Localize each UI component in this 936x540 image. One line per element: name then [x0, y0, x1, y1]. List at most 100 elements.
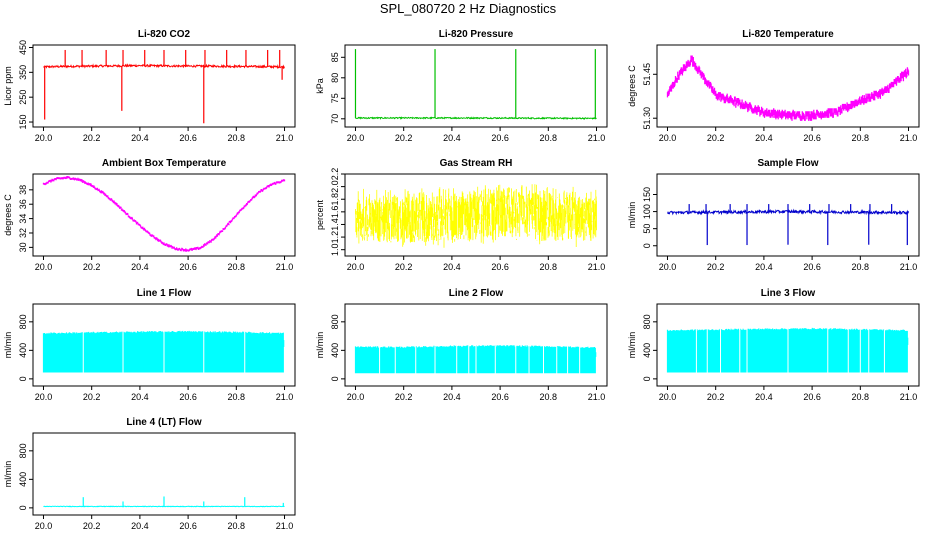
- x-tick-label: 20.8: [540, 392, 558, 402]
- x-tick-label: 20.2: [395, 392, 413, 402]
- panel-7: Line 1 Flow 20.0 20.2 20.4 20.6 20.8 21.0 0 400 8…: [3, 288, 296, 402]
- y-tick-label: 400: [18, 343, 28, 358]
- series-band: [666, 327, 908, 373]
- x-tick-label: 20.8: [228, 521, 246, 531]
- x-tick-label: 20.8: [852, 262, 870, 272]
- x-tick-label: 20.6: [491, 133, 509, 143]
- plot-area: [42, 176, 286, 252]
- y-tick-label: 1.2: [330, 231, 340, 244]
- x-tick-label: 20.8: [852, 133, 870, 143]
- x-tick-label: 20.0: [347, 392, 365, 402]
- x-tick-label: 20.0: [35, 392, 53, 402]
- y-axis-label: ml/min: [627, 202, 637, 229]
- y-tick-label: 400: [18, 472, 28, 487]
- plot-area: [666, 55, 910, 121]
- x-tick-label: 20.2: [707, 262, 725, 272]
- series-band: [42, 176, 286, 252]
- x-tick-label: 20.0: [35, 133, 53, 143]
- series-band: [42, 330, 284, 373]
- plot-frame: [32, 173, 296, 257]
- y-tick-label: 51.30: [642, 107, 652, 130]
- series-line: [355, 116, 597, 120]
- x-tick-label: 20.2: [707, 133, 725, 143]
- plot-area: [666, 304, 909, 386]
- x-tick-label: 21.0: [900, 133, 918, 143]
- x-tick-label: 20.0: [347, 133, 365, 143]
- x-tick-label: 20.4: [755, 133, 773, 143]
- x-tick-label: 20.0: [347, 262, 365, 272]
- x-tick-label: 21.0: [276, 392, 294, 402]
- y-tick-label: 30: [18, 242, 28, 252]
- x-tick-label: 20.0: [35, 521, 53, 531]
- y-tick-label: 250: [18, 90, 28, 105]
- y-tick-label: 1.4: [330, 218, 340, 231]
- x-tick-label: 20.8: [228, 133, 246, 143]
- x-tick-label: 20.2: [395, 133, 413, 143]
- panel-6: Sample Flow 20.0 20.2 20.4 20.6 20.8 21.0 0 50 10…: [627, 158, 920, 272]
- x-tick-label: 20.6: [491, 262, 509, 272]
- y-tick-label: 34: [18, 214, 28, 224]
- series-noise: [355, 184, 597, 248]
- x-tick-label: 21.0: [588, 392, 606, 402]
- x-tick-label: 20.0: [659, 262, 677, 272]
- x-tick-label: 20.2: [83, 133, 101, 143]
- x-tick-label: 20.8: [228, 392, 246, 402]
- y-tick-label: 36: [18, 199, 28, 209]
- x-tick-label: 21.0: [588, 133, 606, 143]
- plot-area: [43, 496, 285, 508]
- plot-area: [43, 49, 285, 124]
- x-tick-label: 20.2: [83, 262, 101, 272]
- y-tick-label: 800: [18, 314, 28, 329]
- y-axis-label: ml/min: [315, 332, 325, 359]
- y-tick-label: 0: [642, 376, 652, 381]
- panel-4: Ambient Box Temperature 20.0 20.2 20.4 20.6 2…: [3, 158, 296, 272]
- x-tick-label: 21.0: [900, 262, 918, 272]
- y-tick-label: 2.0: [330, 180, 340, 193]
- x-tick-label: 20.8: [540, 262, 558, 272]
- y-tick-label: 100: [642, 204, 652, 219]
- y-axis-label: Licor ppm: [3, 66, 13, 106]
- x-tick-label: 20.6: [803, 262, 821, 272]
- x-tick-label: 20.8: [540, 133, 558, 143]
- y-tick-label: 1.8: [330, 193, 340, 206]
- y-tick-label: 51.45: [642, 63, 652, 86]
- x-tick-label: 20.6: [179, 392, 197, 402]
- y-tick-label: 1.6: [330, 206, 340, 219]
- panel-title: Line 2 Flow: [449, 288, 504, 299]
- y-tick-label: 0: [18, 505, 28, 510]
- panel-title: Ambient Box Temperature: [102, 158, 227, 169]
- x-tick-label: 20.0: [35, 262, 53, 272]
- x-tick-label: 20.0: [659, 392, 677, 402]
- x-tick-label: 20.6: [803, 392, 821, 402]
- x-tick-label: 21.0: [276, 133, 294, 143]
- panel-1: Li-820 CO2 20.0 20.2 20.4 20.6 20.8 21.0 150 250…: [3, 29, 296, 143]
- y-tick-label: 150: [642, 187, 652, 202]
- plot-area: [667, 204, 909, 246]
- y-tick-label: 800: [330, 314, 340, 329]
- panel-2: Li-820 Pressure 20.0 20.2 20.4 20.6 20.8 21.0 7…: [315, 29, 608, 143]
- x-tick-label: 20.4: [131, 521, 149, 531]
- panel-9: Line 3 Flow 20.0 20.2 20.4 20.6 20.8 21.0 0 400 8…: [627, 288, 920, 402]
- x-tick-label: 21.0: [900, 392, 918, 402]
- y-tick-label: 0: [642, 243, 652, 248]
- y-tick-label: 800: [642, 314, 652, 329]
- x-tick-label: 20.6: [179, 521, 197, 531]
- x-tick-label: 21.0: [276, 521, 294, 531]
- y-tick-label: 400: [642, 343, 652, 358]
- panel-3: Li-820 Temperature 20.0 20.2 20.4 20.6 20.8 21…: [627, 29, 920, 143]
- y-tick-label: 400: [330, 343, 340, 358]
- y-axis-label: percent: [315, 199, 325, 230]
- y-tick-label: 0: [18, 376, 28, 381]
- plot-frame: [32, 432, 296, 516]
- panel-title: Gas Stream RH: [440, 158, 513, 169]
- panel-8: Line 2 Flow 20.0 20.2 20.4 20.6 20.8 21.0 0 400 8…: [315, 288, 608, 402]
- plot-area: [42, 304, 285, 386]
- x-tick-label: 21.0: [588, 262, 606, 272]
- x-tick-label: 20.4: [131, 133, 149, 143]
- x-tick-label: 21.0: [276, 262, 294, 272]
- x-tick-label: 20.8: [228, 262, 246, 272]
- plot-frame: [656, 303, 920, 387]
- x-tick-label: 20.8: [852, 392, 870, 402]
- plot-frame: [32, 44, 296, 128]
